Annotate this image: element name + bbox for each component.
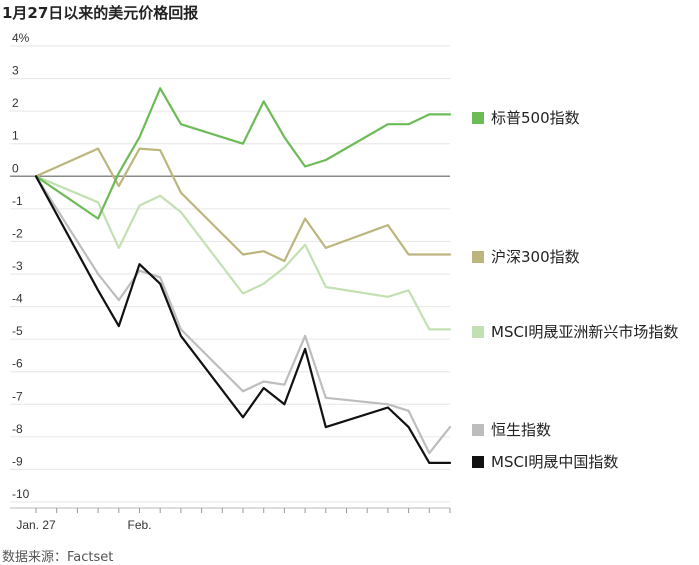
series-line bbox=[34, 175, 452, 331]
legend-label: MSCI明晟亚洲新兴市场指数 bbox=[491, 323, 678, 341]
gridlines bbox=[10, 45, 450, 503]
x-axis: Jan. 27 Feb. bbox=[10, 507, 451, 532]
series-line bbox=[34, 175, 452, 455]
y-tick-label: 4% bbox=[12, 31, 30, 45]
y-tick-label: -3 bbox=[12, 259, 23, 273]
series-line bbox=[34, 147, 452, 263]
source-note: 数据来源：Factset bbox=[2, 550, 114, 565]
y-axis-ticks: 4% 3 2 1 0 -1 -2 -3 -4 -5 -6 -7 -8 -9 -10 bbox=[12, 31, 30, 501]
y-tick-label: -2 bbox=[12, 226, 23, 240]
series-line bbox=[34, 87, 452, 220]
y-tick-label: -8 bbox=[12, 422, 23, 436]
legend-swatch bbox=[472, 112, 484, 124]
legend-swatch bbox=[472, 251, 484, 263]
y-tick-label: -9 bbox=[12, 454, 23, 468]
legend-swatch bbox=[472, 456, 484, 468]
legend-label: MSCI明晟中国指数 bbox=[491, 453, 618, 471]
y-tick-label: 0 bbox=[12, 161, 19, 175]
legend-label: 沪深300指数 bbox=[491, 248, 580, 266]
legend-swatch bbox=[472, 326, 484, 338]
legend-label: 标普500指数 bbox=[491, 109, 580, 127]
y-tick-label: -7 bbox=[12, 389, 23, 403]
series-lines bbox=[34, 87, 452, 464]
y-tick-label: -10 bbox=[12, 487, 30, 501]
x-tick-label: Jan. 27 bbox=[16, 518, 56, 532]
y-tick-label: 1 bbox=[12, 129, 19, 143]
y-tick-label: -4 bbox=[12, 292, 23, 306]
y-tick-label: -5 bbox=[12, 324, 23, 338]
chart-title: 1月27日以来的美元价格回报 bbox=[2, 4, 199, 22]
legend-swatch bbox=[472, 424, 484, 436]
y-tick-label: -1 bbox=[12, 194, 23, 208]
series-line bbox=[34, 175, 452, 464]
y-tick-label: 3 bbox=[12, 64, 19, 78]
y-tick-label: -6 bbox=[12, 357, 23, 371]
x-tick-label: Feb. bbox=[127, 518, 151, 532]
legend-label: 恒生指数 bbox=[491, 421, 551, 439]
y-tick-label: 2 bbox=[12, 96, 19, 110]
